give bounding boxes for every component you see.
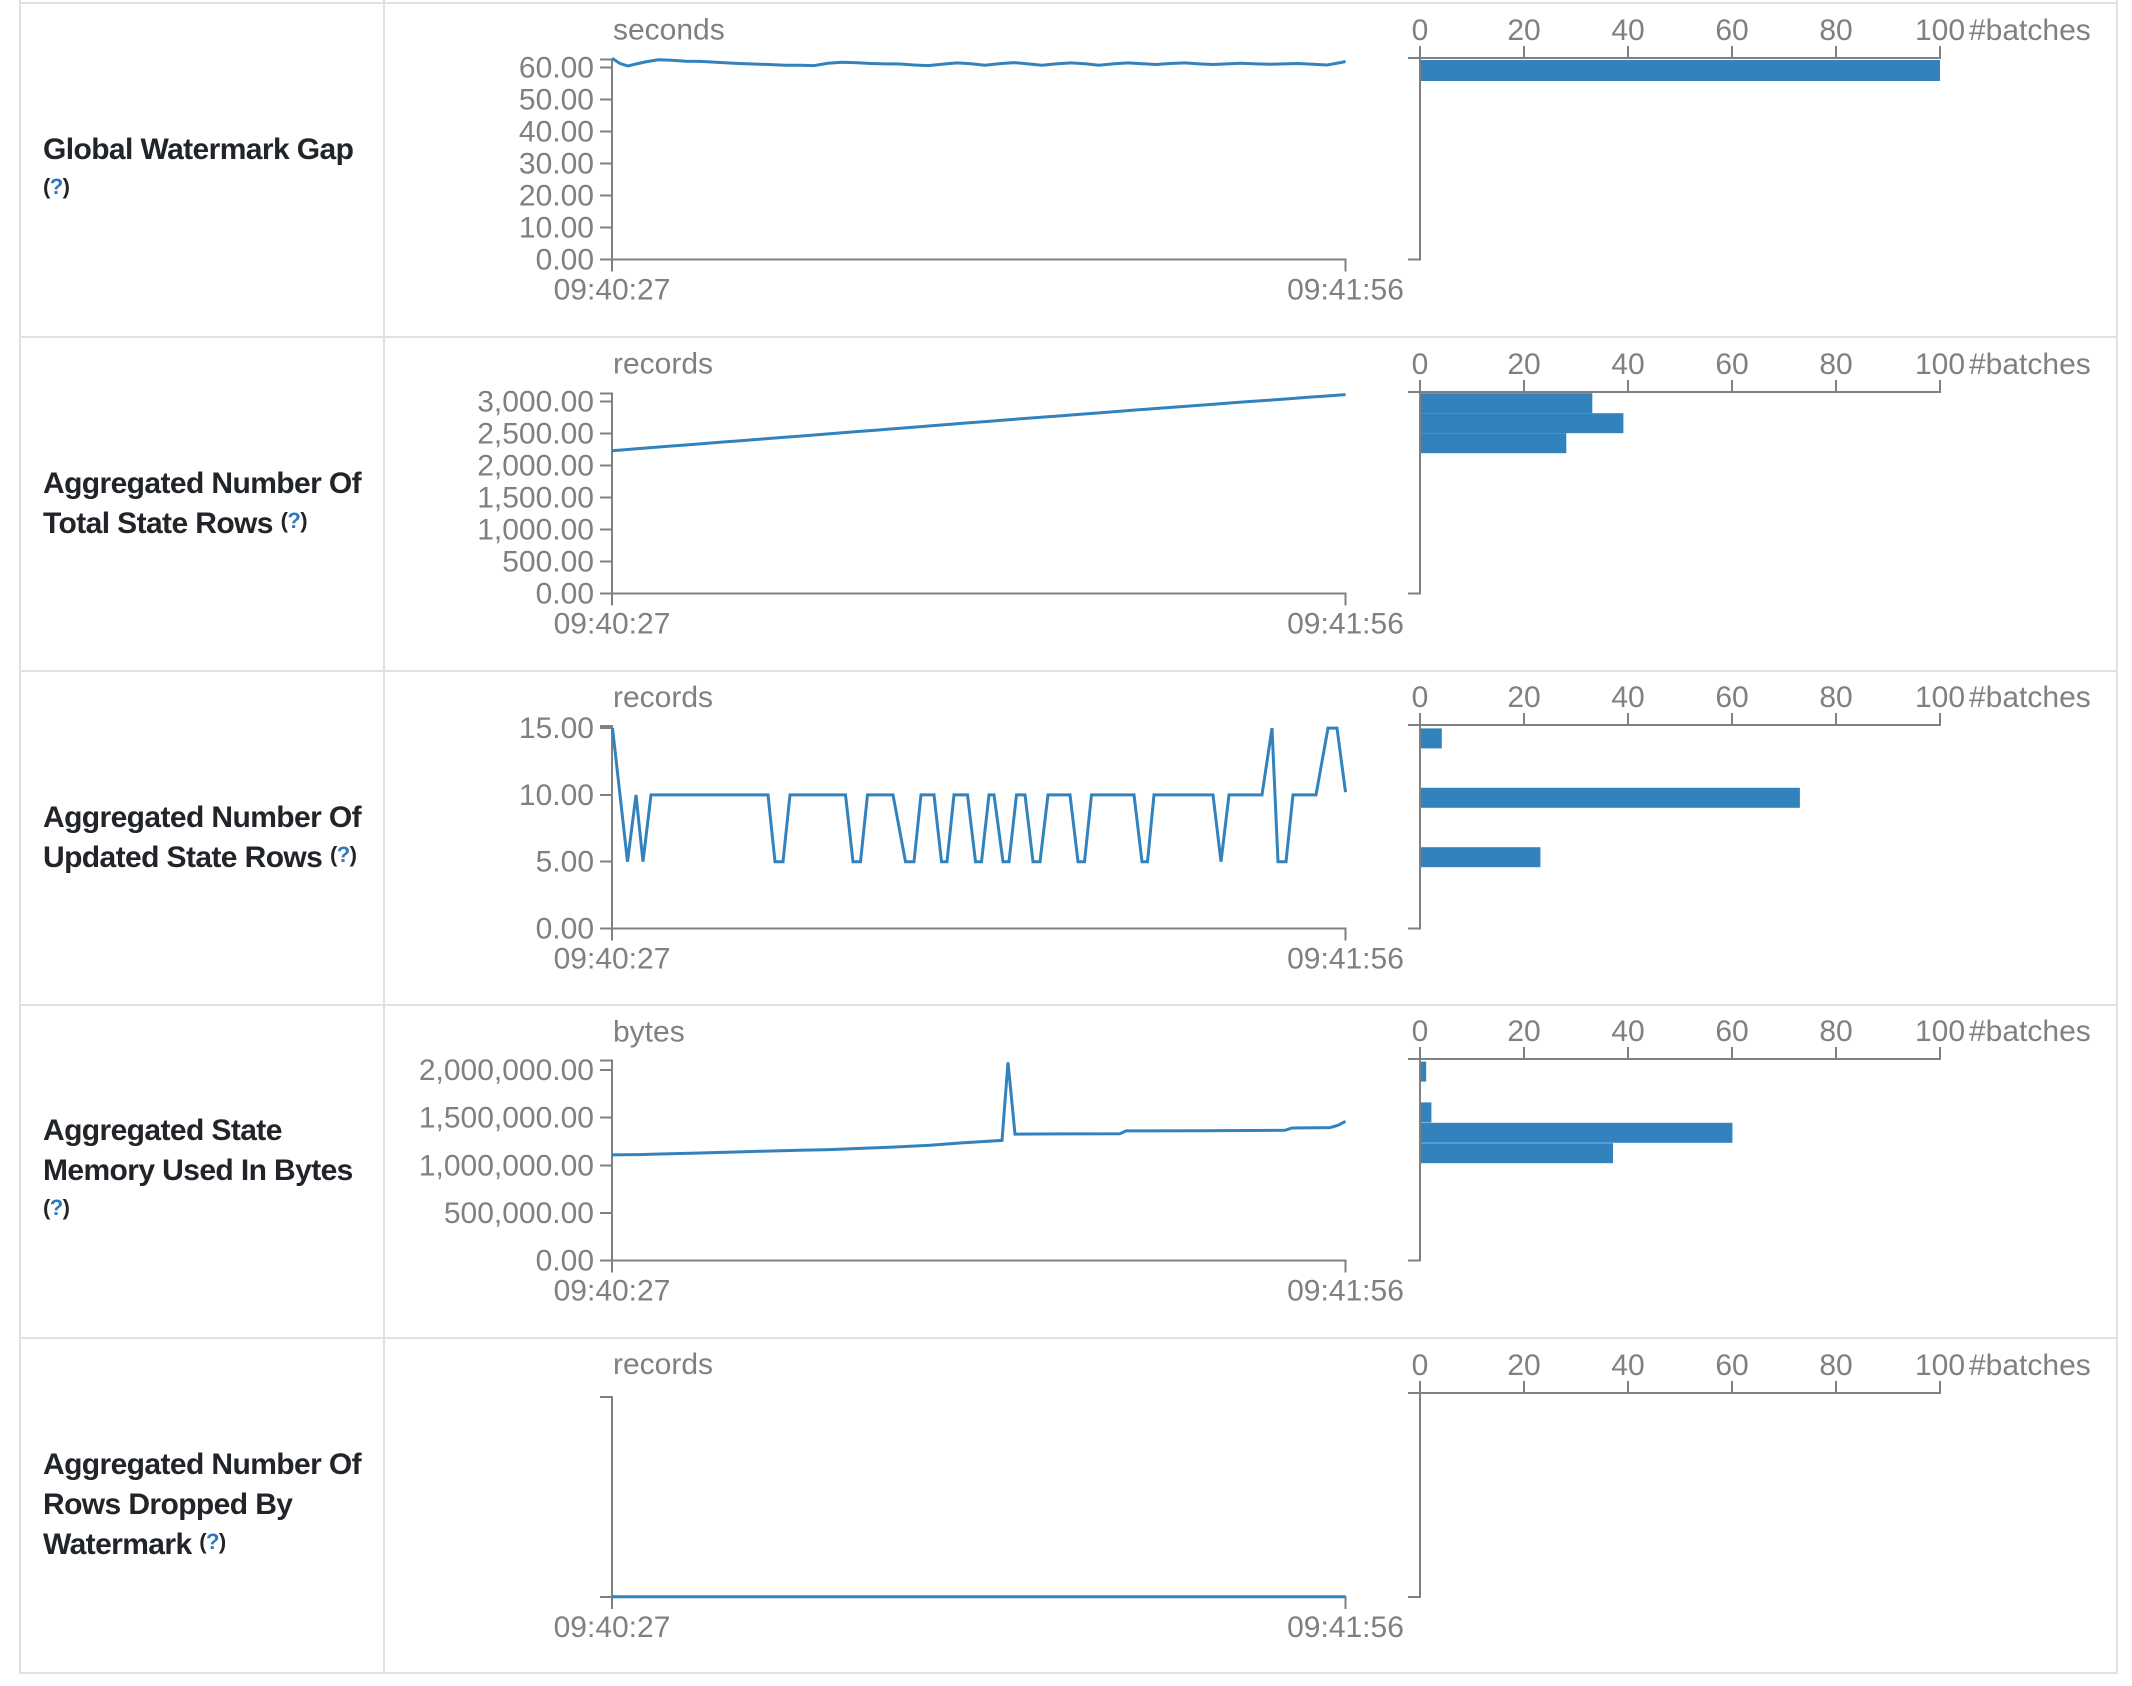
svg-text:09:41:56: 09:41:56 <box>1287 1611 1404 1644</box>
svg-text:2,000.00: 2,000.00 <box>477 450 594 483</box>
svg-text:10.00: 10.00 <box>519 779 594 812</box>
svg-text:09:40:27: 09:40:27 <box>554 1611 671 1644</box>
svg-text:80: 80 <box>1819 681 1852 714</box>
svg-text:0.00: 0.00 <box>536 913 594 946</box>
svg-text:60: 60 <box>1715 1349 1748 1382</box>
svg-text:records: records <box>613 681 713 714</box>
svg-text:20.00: 20.00 <box>519 180 594 213</box>
svg-text:500.00: 500.00 <box>502 545 594 578</box>
svg-text:09:40:27: 09:40:27 <box>554 1275 671 1308</box>
svg-text:60: 60 <box>1715 14 1748 47</box>
svg-text:80: 80 <box>1819 14 1852 47</box>
svg-text:100: 100 <box>1915 681 1965 714</box>
svg-text:2,000,000.00: 2,000,000.00 <box>419 1054 594 1087</box>
svg-text:09:41:56: 09:41:56 <box>1287 943 1404 976</box>
svg-text:#batches: #batches <box>1969 348 2091 381</box>
svg-text:0.00: 0.00 <box>536 1245 594 1278</box>
svg-text:09:41:56: 09:41:56 <box>1287 607 1404 640</box>
svg-text:80: 80 <box>1819 348 1852 381</box>
svg-text:#batches: #batches <box>1969 1015 2091 1048</box>
svg-text:09:40:27: 09:40:27 <box>554 274 671 307</box>
svg-text:0: 0 <box>1412 14 1429 47</box>
svg-text:1,500,000.00: 1,500,000.00 <box>419 1102 594 1135</box>
svg-text:#batches: #batches <box>1969 681 2091 714</box>
svg-text:20: 20 <box>1507 348 1540 381</box>
svg-text:20: 20 <box>1507 14 1540 47</box>
svg-text:100: 100 <box>1915 14 1965 47</box>
svg-text:0.00: 0.00 <box>536 244 594 277</box>
svg-text:0: 0 <box>1412 681 1429 714</box>
svg-text:20: 20 <box>1507 1349 1540 1382</box>
svg-text:20: 20 <box>1507 1015 1540 1048</box>
svg-text:0: 0 <box>1412 1015 1429 1048</box>
svg-text:60: 60 <box>1715 681 1748 714</box>
svg-text:records: records <box>613 348 713 381</box>
svg-text:40: 40 <box>1611 1349 1644 1382</box>
svg-text:50.00: 50.00 <box>519 84 594 117</box>
svg-text:10.00: 10.00 <box>519 212 594 245</box>
svg-text:20: 20 <box>1507 681 1540 714</box>
svg-text:09:40:27: 09:40:27 <box>554 607 671 640</box>
svg-text:40.00: 40.00 <box>519 116 594 149</box>
svg-text:#batches: #batches <box>1969 1349 2091 1382</box>
svg-text:15.00: 15.00 <box>519 712 594 745</box>
svg-text:records: records <box>613 1348 713 1381</box>
svg-text:40: 40 <box>1611 1015 1644 1048</box>
svg-text:#batches: #batches <box>1969 14 2091 47</box>
svg-text:1,500.00: 1,500.00 <box>477 482 594 515</box>
svg-text:seconds: seconds <box>613 14 725 47</box>
svg-text:60: 60 <box>1715 1015 1748 1048</box>
svg-text:80: 80 <box>1819 1349 1852 1382</box>
svg-text:500,000.00: 500,000.00 <box>444 1197 594 1230</box>
svg-text:100: 100 <box>1915 1015 1965 1048</box>
svg-text:2,500.00: 2,500.00 <box>477 418 594 451</box>
svg-text:3,000.00: 3,000.00 <box>477 386 594 419</box>
svg-text:0.00: 0.00 <box>536 577 594 610</box>
svg-text:40: 40 <box>1611 14 1644 47</box>
svg-text:100: 100 <box>1915 1349 1965 1382</box>
svg-text:1,000.00: 1,000.00 <box>477 513 594 546</box>
svg-text:80: 80 <box>1819 1015 1852 1048</box>
svg-text:09:41:56: 09:41:56 <box>1287 274 1404 307</box>
svg-text:0: 0 <box>1412 348 1429 381</box>
svg-text:100: 100 <box>1915 348 1965 381</box>
svg-text:30.00: 30.00 <box>519 148 594 181</box>
svg-text:09:40:27: 09:40:27 <box>554 943 671 976</box>
svg-text:0: 0 <box>1412 1349 1429 1382</box>
svg-text:bytes: bytes <box>613 1016 685 1049</box>
svg-text:40: 40 <box>1611 681 1644 714</box>
svg-text:40: 40 <box>1611 348 1644 381</box>
svg-text:1,000,000.00: 1,000,000.00 <box>419 1149 594 1182</box>
svg-text:60.00: 60.00 <box>519 52 594 85</box>
svg-text:09:41:56: 09:41:56 <box>1287 1275 1404 1308</box>
svg-text:60: 60 <box>1715 348 1748 381</box>
svg-text:5.00: 5.00 <box>536 846 594 879</box>
